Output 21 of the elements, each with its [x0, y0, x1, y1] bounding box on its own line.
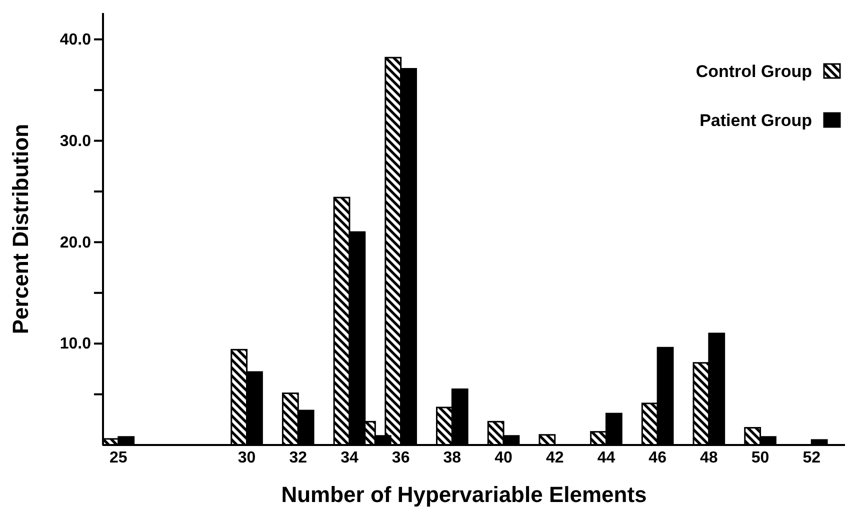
- y-tick-label: 10.0: [60, 336, 92, 353]
- x-tick-label: 48: [700, 449, 718, 466]
- y-axis-title: Percent Distribution: [8, 124, 33, 334]
- x-tick-label: 44: [597, 449, 616, 466]
- y-tick-label: 40.0: [60, 31, 92, 48]
- x-tick-label: 32: [289, 449, 308, 466]
- x-tick-label: 46: [648, 449, 667, 466]
- y-tick-label: 20.0: [60, 234, 92, 252]
- x-tick-label: 50: [751, 449, 770, 466]
- x-axis-title: Number of Hypervariable Elements: [281, 482, 647, 507]
- x-tick-label: 40: [494, 449, 513, 466]
- x-tick-label: 25: [110, 449, 128, 466]
- legend-label: Control Group: [696, 62, 812, 81]
- x-tick-label: 52: [802, 449, 821, 466]
- x-tick-label: 38: [443, 449, 462, 466]
- x-tick-label: 42: [546, 449, 564, 466]
- x-tick-label: 30: [238, 449, 256, 466]
- y-tick-label: 30.0: [60, 132, 92, 150]
- x-tick-label: 36: [392, 449, 410, 466]
- legend-label: Patient Group: [700, 110, 812, 130]
- x-tick-label: 34: [340, 449, 358, 466]
